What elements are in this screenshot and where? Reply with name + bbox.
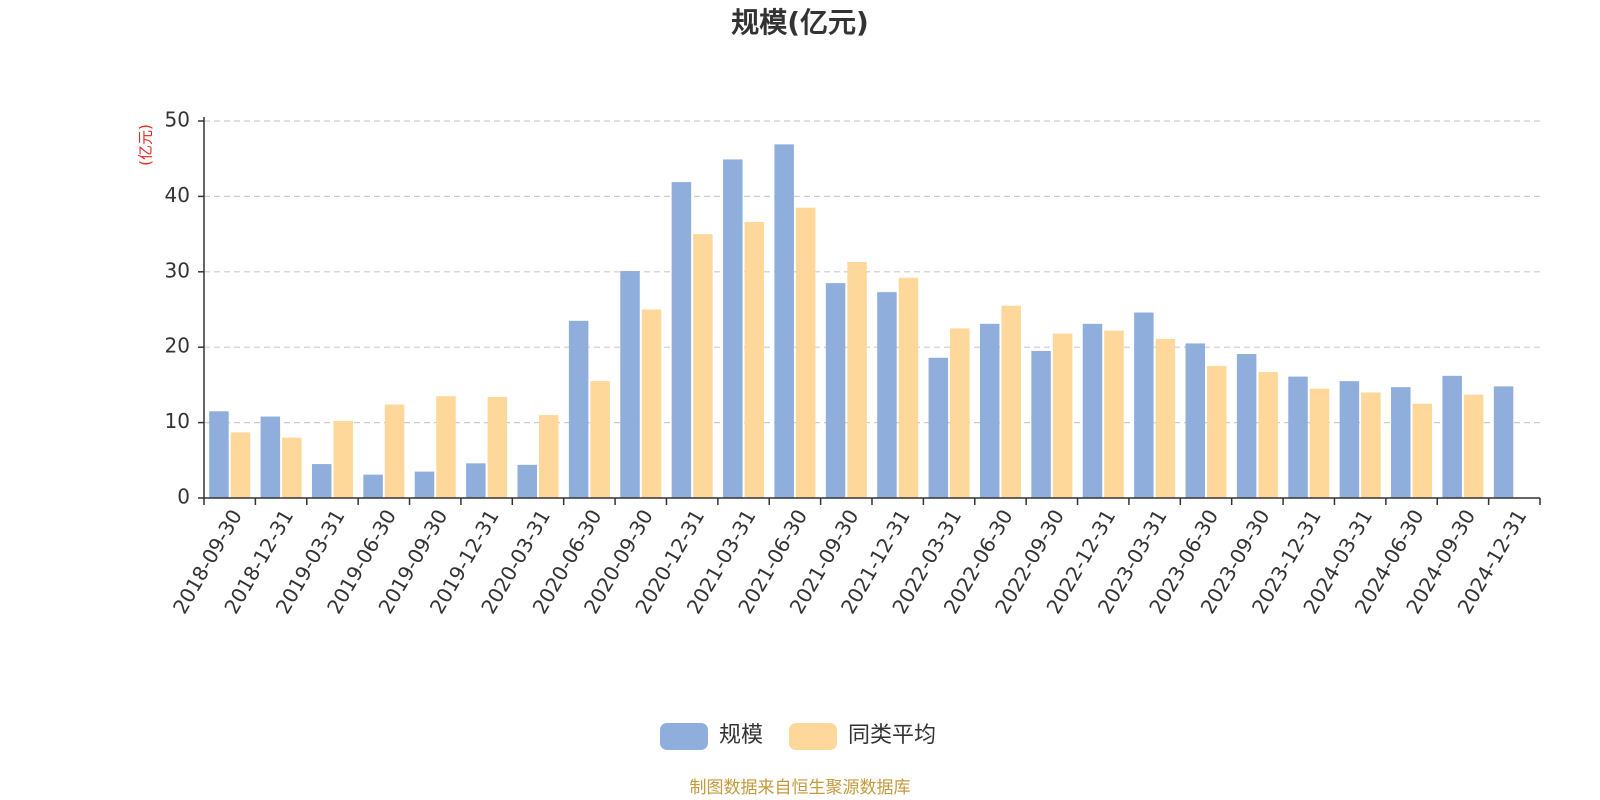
legend-label: 规模 bbox=[719, 723, 763, 748]
legend[interactable]: 规模 同类平均 bbox=[660, 723, 936, 750]
source-note: 制图数据来自恒生聚源数据库 bbox=[690, 778, 911, 798]
legend-swatch bbox=[660, 723, 708, 750]
bar-scale bbox=[209, 411, 229, 498]
bar-scale bbox=[414, 471, 435, 498]
bar-peer-average bbox=[693, 234, 713, 498]
y-tick-label: 0 bbox=[177, 485, 190, 509]
bar-peer-average bbox=[590, 381, 610, 498]
bar-peer-average bbox=[333, 421, 353, 498]
bar-scale bbox=[363, 474, 383, 498]
legend-swatch bbox=[789, 723, 837, 750]
bar-peer-average bbox=[641, 309, 662, 498]
bar-peer-average bbox=[1463, 394, 1484, 498]
grid-lines bbox=[204, 120, 1540, 424]
bar-peer-average bbox=[898, 277, 919, 498]
bar-scale bbox=[568, 320, 589, 498]
y-tick-label: 10 bbox=[165, 409, 190, 433]
bar-scale bbox=[1339, 381, 1360, 498]
bar-peer-average bbox=[436, 396, 456, 498]
bar-peer-average bbox=[1258, 372, 1278, 498]
bar-scale bbox=[723, 159, 743, 499]
bar-scale bbox=[928, 357, 949, 498]
bar-scale bbox=[877, 292, 897, 498]
chart-title: 规模(亿元) bbox=[731, 6, 869, 39]
bar-peer-average bbox=[1412, 403, 1433, 498]
bar-scale bbox=[466, 463, 486, 498]
bar-peer-average bbox=[539, 415, 559, 498]
bar-scale bbox=[1493, 386, 1514, 498]
bar-scale bbox=[517, 464, 537, 498]
bar-scale bbox=[1082, 323, 1103, 498]
y-axis-unit-label: (亿元) bbox=[137, 124, 155, 166]
bar-scale bbox=[311, 464, 332, 498]
bar-scale bbox=[620, 271, 640, 498]
bar-peer-average bbox=[230, 432, 251, 498]
legend-label: 同类平均 bbox=[848, 723, 936, 748]
bar-scale bbox=[979, 323, 1000, 498]
bar-peer-average bbox=[487, 396, 508, 498]
x-axis: 2018-09-302018-12-312019-03-312019-06-30… bbox=[168, 497, 1541, 618]
bar-peer-average bbox=[282, 437, 302, 498]
y-tick-label: 30 bbox=[165, 258, 190, 282]
bar-scale bbox=[1288, 376, 1308, 498]
bar-peer-average bbox=[1361, 392, 1381, 498]
bar-peer-average bbox=[950, 328, 970, 498]
bar-peer-average bbox=[795, 207, 816, 498]
bar-scale bbox=[260, 416, 281, 498]
y-tick-label: 50 bbox=[165, 108, 190, 132]
bar-peer-average bbox=[384, 404, 405, 498]
bar-scale bbox=[825, 283, 846, 498]
y-axis: 0 10 20 30 40 50 bbox=[165, 108, 205, 509]
bar-scale bbox=[1185, 343, 1205, 498]
bar-scale bbox=[1442, 375, 1462, 498]
bar-scale bbox=[1134, 312, 1154, 498]
bar-peer-average bbox=[744, 222, 765, 498]
bar-scale bbox=[671, 182, 692, 498]
y-tick-label: 40 bbox=[165, 183, 190, 207]
bar-scale bbox=[774, 144, 794, 498]
bar-peer-average bbox=[1309, 388, 1330, 498]
bar-scale bbox=[1391, 387, 1411, 498]
bar-scale bbox=[1236, 353, 1257, 498]
bar-peer-average bbox=[1207, 366, 1227, 498]
bar-peer-average bbox=[1001, 305, 1021, 498]
legend-item-scale[interactable]: 规模 bbox=[660, 723, 763, 750]
bar-peer-average bbox=[1104, 330, 1124, 498]
bars bbox=[209, 144, 1514, 499]
bar-peer-average bbox=[847, 261, 867, 498]
bar-peer-average bbox=[1052, 333, 1073, 498]
y-tick-label: 20 bbox=[165, 334, 190, 358]
legend-item-peer-average[interactable]: 同类平均 bbox=[789, 723, 936, 750]
bar-peer-average bbox=[1155, 338, 1176, 498]
bar-scale bbox=[1031, 350, 1051, 498]
